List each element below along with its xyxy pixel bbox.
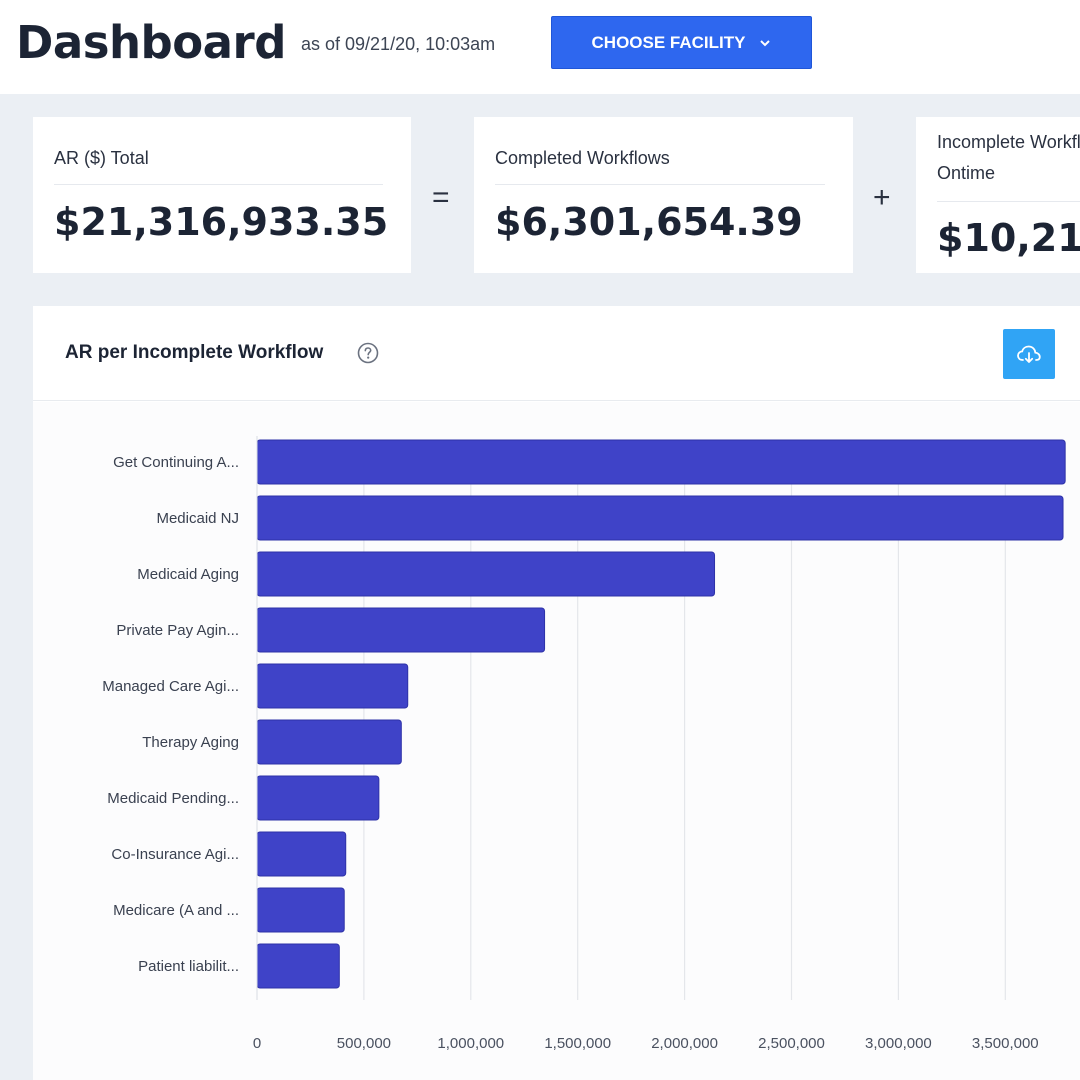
incomplete-workflows-card: Incomplete Workflows Ontime $10,218 [916,117,1080,273]
download-button[interactable] [1003,329,1055,379]
x-tick-label: 1,000,000 [437,1035,504,1052]
ar-total-value: $21,316,933.35 [54,200,389,244]
cloud-download-icon [1017,345,1041,363]
category-label: Medicaid Aging [137,566,239,583]
chart-title: AR per Incomplete Workflow [65,342,324,363]
category-label: Get Continuing A... [113,454,239,471]
bar[interactable] [256,775,380,821]
completed-workflows-value: $6,301,654.39 [495,200,803,244]
equals-operator: = [432,181,450,214]
category-label: Medicaid Pending... [107,790,239,807]
choose-facility-button[interactable]: CHOOSE FACILITY [551,16,812,69]
bar[interactable] [256,943,340,989]
bar-chart: Get Continuing A... Medicaid NJ Medicaid A… [102,436,1066,1052]
x-tick-label: 2,000,000 [651,1035,718,1052]
ar-total-card: AR ($) Total $21,316,933.35 [33,117,411,273]
chart-header: AR per Incomplete Workflow [33,306,1080,401]
chart-panel: AR per Incomplete Workflow Get Continuin… [33,306,1080,1080]
category-label: Co-Insurance Agi... [111,846,239,863]
bar[interactable] [256,719,402,765]
divider [54,184,383,185]
completed-workflows-label: Completed Workflows [495,148,670,168]
bar[interactable] [256,551,716,597]
bar[interactable] [256,663,409,709]
divider [495,184,825,185]
completed-workflows-card: Completed Workflows $6,301,654.39 [474,117,853,273]
timestamp: as of 09/21/20, 10:03am [301,34,496,54]
category-label: Patient liabilit... [138,958,239,975]
incomplete-workflows-label-line1: Incomplete Workflows [937,132,1080,152]
divider [937,201,1080,202]
category-label: Private Pay Agin... [116,622,239,639]
bar[interactable] [256,887,345,933]
question-circle-icon[interactable] [357,342,379,364]
incomplete-workflows-value: $10,218 [937,216,1080,260]
category-label: Medicaid NJ [156,510,239,527]
x-tick-label: 3,000,000 [865,1035,932,1052]
incomplete-workflows-label-line2: Ontime [937,163,996,183]
bar[interactable] [256,607,546,653]
chevron-down-icon [760,39,771,46]
category-label: Medicare (A and ... [113,902,239,919]
chart-area: Get Continuing A... Medicaid NJ Medicaid A… [33,402,1080,1080]
plus-operator: + [873,181,891,214]
bar[interactable] [256,495,1064,541]
x-tick-label: 500,000 [337,1035,391,1052]
choose-facility-label: CHOOSE FACILITY [591,32,746,52]
x-tick-label: 2,500,000 [758,1035,825,1052]
category-label: Managed Care Agi... [102,678,239,695]
x-tick-label: 0 [253,1035,261,1052]
x-tick-label: 1,500,000 [544,1035,611,1052]
bar[interactable] [256,831,347,877]
header: Dashboard as of 09/21/20, 10:03am CHOOSE… [0,0,1080,94]
ar-total-label: AR ($) Total [54,148,149,168]
x-tick-label: 3,500,000 [972,1035,1039,1052]
bar[interactable] [256,439,1066,485]
page-title: Dashboard [16,16,286,69]
category-label: Therapy Aging [142,734,239,751]
